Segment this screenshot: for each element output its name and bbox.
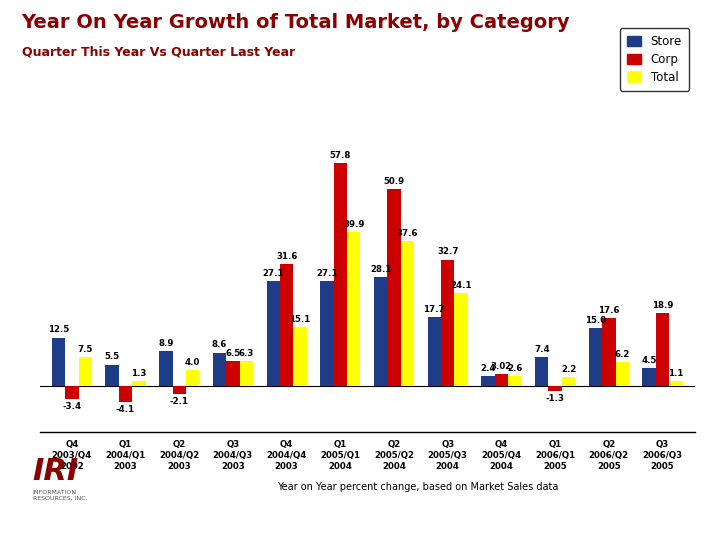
Bar [670,381,683,386]
Bar [454,293,468,386]
Text: 2.6: 2.6 [507,363,523,373]
Bar [508,376,521,386]
Bar [347,232,361,386]
Text: 8.6: 8.6 [212,340,228,349]
Bar [226,361,240,386]
Bar [401,241,414,386]
Text: Quarter This Year Vs Quarter Last Year: Quarter This Year Vs Quarter Last Year [22,46,295,59]
Text: 6.3: 6.3 [238,349,254,359]
Text: -3.4: -3.4 [62,402,81,411]
Text: 2.2: 2.2 [561,365,576,374]
Bar [589,328,602,386]
Bar [642,368,656,386]
Bar [173,386,186,394]
Text: 5.5: 5.5 [104,353,120,361]
Text: -1.3: -1.3 [546,394,564,403]
Text: Year on Year percent change, based on Market Sales data: Year on Year percent change, based on Ma… [277,482,558,492]
Text: 4.0: 4.0 [185,358,200,367]
Bar [105,364,119,386]
Text: 31.6: 31.6 [276,252,297,261]
Bar [293,327,307,386]
Text: 37.6: 37.6 [397,228,418,238]
Text: 8.9: 8.9 [158,339,174,348]
Text: 12.5: 12.5 [48,326,69,334]
Text: 17.6: 17.6 [598,306,620,315]
Text: 28.1: 28.1 [370,265,391,274]
Text: 6.5: 6.5 [225,348,240,357]
Bar [186,370,199,386]
Bar [132,381,145,386]
Text: Year On Year Growth of Total Market, by Category: Year On Year Growth of Total Market, by … [22,14,570,32]
Bar [159,352,173,386]
Bar [320,281,333,386]
Text: 7.5: 7.5 [78,345,93,354]
Bar [616,362,629,386]
Text: 24.1: 24.1 [451,281,472,289]
Bar [52,338,65,386]
Text: -2.1: -2.1 [170,397,189,406]
Text: 7.4: 7.4 [534,345,549,354]
Text: 27.1: 27.1 [263,269,284,278]
Text: 32.7: 32.7 [437,247,459,256]
Bar [562,377,575,386]
Text: 17.7: 17.7 [423,305,445,314]
Legend: Store, Corp, Total: Store, Corp, Total [620,28,689,91]
Bar [65,386,78,399]
Text: 15.1: 15.1 [289,315,311,325]
Text: 3.02: 3.02 [491,362,512,371]
Bar [240,361,253,386]
Text: INFORMATION
RESOURCES, INC.: INFORMATION RESOURCES, INC. [32,490,87,501]
Bar [602,318,616,386]
Bar [656,313,670,386]
Text: 15.0: 15.0 [585,316,606,325]
Text: 1.3: 1.3 [131,369,147,377]
Text: -4.1: -4.1 [116,404,135,414]
Text: Copyright © 2005 Information Resources, Inc. Confidential and proprietary.: Copyright © 2005 Information Resources, … [189,523,531,531]
Text: 27.1: 27.1 [316,269,338,278]
Bar [333,163,347,386]
Bar [280,264,293,386]
Text: 4.5: 4.5 [642,356,657,365]
Bar [428,318,441,386]
Bar [374,278,387,386]
Text: 6.2: 6.2 [615,350,630,359]
Bar [441,260,454,386]
Text: 2.4: 2.4 [480,364,496,373]
Text: 39.9: 39.9 [343,220,364,229]
Text: 18.9: 18.9 [652,301,673,310]
Bar [495,374,508,386]
Bar [535,357,549,386]
Bar [119,386,132,402]
Text: 1.1: 1.1 [668,369,684,379]
Text: 57.8: 57.8 [330,151,351,160]
Bar [482,376,495,386]
Bar [387,190,401,386]
Bar [549,386,562,391]
Bar [266,281,280,386]
Bar [78,357,92,386]
Text: 50.9: 50.9 [384,177,405,186]
Text: IRI: IRI [32,457,78,487]
Bar [213,353,226,386]
